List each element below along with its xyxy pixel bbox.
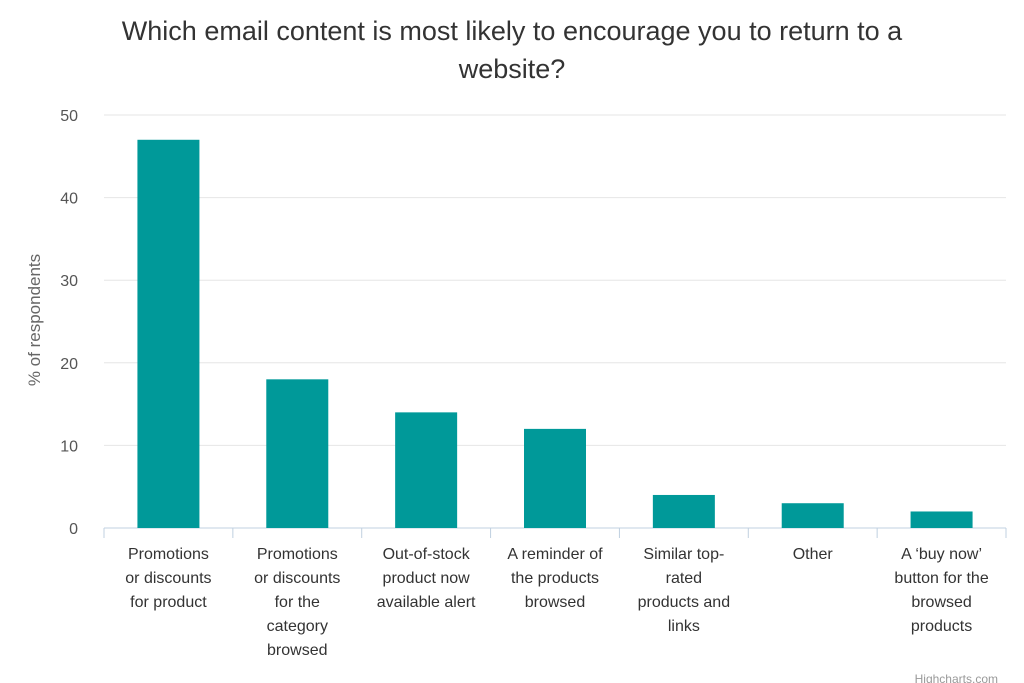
category-label: Promotions or discounts for the category bro… (254, 546, 340, 659)
chart-title-line-2: website? (458, 54, 566, 84)
bars (137, 139, 973, 528)
bar[interactable] (652, 494, 715, 528)
chart-title-line-1: Which email content is most likely to en… (122, 16, 903, 46)
bar[interactable] (524, 428, 586, 528)
category-label: Out-of-stock product now available alert (377, 546, 476, 611)
bar[interactable] (910, 511, 973, 528)
category-label: A reminder of the products browsed (507, 546, 603, 611)
bar[interactable] (266, 379, 329, 528)
bar[interactable] (781, 503, 844, 528)
y-tick-label: 30 (60, 273, 78, 290)
y-tick-label: 40 (60, 191, 78, 208)
category-label: A ‘buy now’ button for the browsed products (894, 546, 988, 635)
category-label: Promotions or discounts for product (125, 546, 211, 611)
category-label: Similar top-rated products and links (638, 546, 731, 635)
category-labels: Promotions or discounts for product Promoti… (125, 546, 989, 659)
category-label: Other (793, 546, 834, 563)
y-tick-label: 50 (60, 108, 78, 125)
y-tick-label: 10 (60, 438, 78, 455)
y-axis-label: % of respondents (25, 254, 44, 386)
y-tick-label: 0 (69, 521, 78, 538)
y-axis-tick-labels: 0 10 20 30 40 50 (60, 108, 78, 538)
y-tick-label: 20 (60, 356, 78, 373)
credits-text[interactable]: Highcharts.com (915, 672, 998, 683)
gridlines (104, 114, 1006, 529)
bar[interactable] (137, 139, 200, 528)
x-axis-ticks (103, 528, 1007, 538)
bar[interactable] (395, 412, 458, 528)
